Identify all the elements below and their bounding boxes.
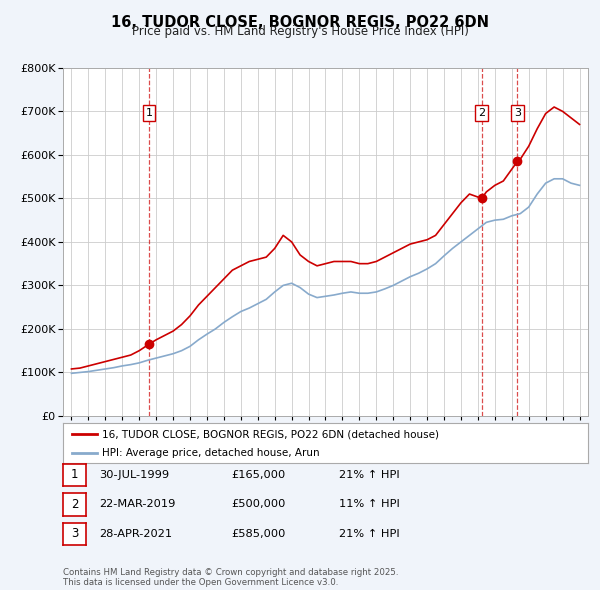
Text: £585,000: £585,000 bbox=[231, 529, 286, 539]
Text: 2: 2 bbox=[478, 108, 485, 118]
Text: HPI: Average price, detached house, Arun: HPI: Average price, detached house, Arun bbox=[103, 448, 320, 458]
Text: Contains HM Land Registry data © Crown copyright and database right 2025.
This d: Contains HM Land Registry data © Crown c… bbox=[63, 568, 398, 587]
Text: 2: 2 bbox=[71, 498, 78, 511]
Text: 16, TUDOR CLOSE, BOGNOR REGIS, PO22 6DN: 16, TUDOR CLOSE, BOGNOR REGIS, PO22 6DN bbox=[111, 15, 489, 30]
Text: 21% ↑ HPI: 21% ↑ HPI bbox=[339, 529, 400, 539]
Text: 1: 1 bbox=[71, 468, 78, 481]
Text: 21% ↑ HPI: 21% ↑ HPI bbox=[339, 470, 400, 480]
Text: 3: 3 bbox=[71, 527, 78, 540]
Text: 11% ↑ HPI: 11% ↑ HPI bbox=[339, 500, 400, 509]
Text: 30-JUL-1999: 30-JUL-1999 bbox=[99, 470, 169, 480]
Text: 22-MAR-2019: 22-MAR-2019 bbox=[99, 500, 175, 509]
Text: £500,000: £500,000 bbox=[231, 500, 286, 509]
Text: 16, TUDOR CLOSE, BOGNOR REGIS, PO22 6DN (detached house): 16, TUDOR CLOSE, BOGNOR REGIS, PO22 6DN … bbox=[103, 430, 439, 440]
Text: Price paid vs. HM Land Registry's House Price Index (HPI): Price paid vs. HM Land Registry's House … bbox=[131, 25, 469, 38]
Text: 3: 3 bbox=[514, 108, 521, 118]
Text: 1: 1 bbox=[146, 108, 152, 118]
Text: 28-APR-2021: 28-APR-2021 bbox=[99, 529, 172, 539]
Text: £165,000: £165,000 bbox=[231, 470, 285, 480]
